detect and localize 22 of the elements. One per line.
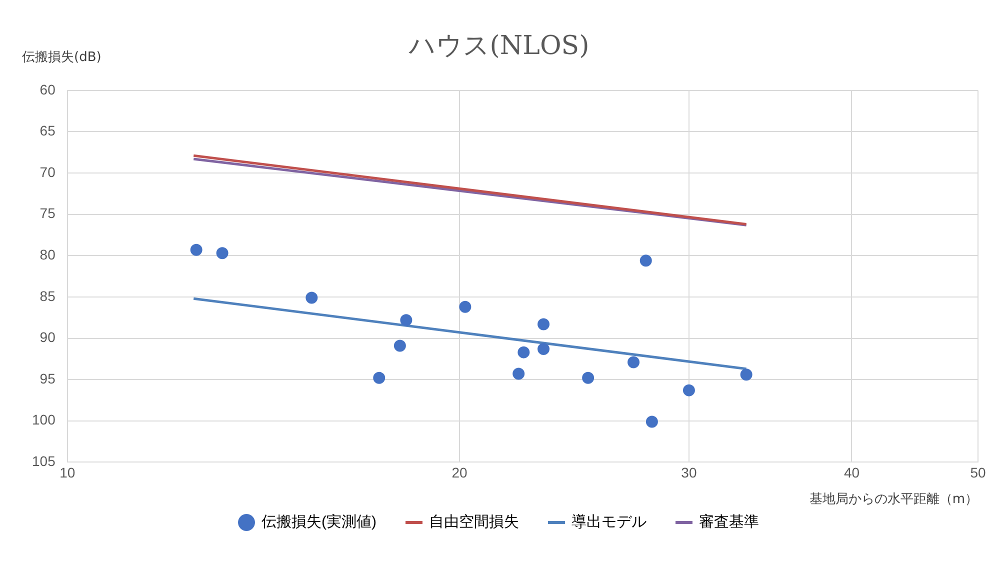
x-axis-title: 基地局からの水平距離（m） bbox=[809, 491, 978, 508]
x-tick-label: 50 bbox=[970, 464, 986, 480]
legend-label: 自由空間損失 bbox=[428, 514, 519, 531]
x-tick-label: 40 bbox=[844, 464, 860, 480]
x-tick-label: 10 bbox=[60, 464, 76, 480]
y-tick-label: 70 bbox=[40, 164, 56, 180]
legend-label: 伝搬損失(実測値) bbox=[262, 514, 377, 531]
y-axis-title: 伝搬損失(dB) bbox=[22, 49, 102, 66]
y-tick-label: 85 bbox=[40, 288, 56, 304]
y-tick-label: 105 bbox=[32, 453, 56, 470]
y-tick-label: 80 bbox=[40, 246, 56, 263]
legend-label: 導出モデル bbox=[571, 514, 646, 531]
x-tick-label: 20 bbox=[452, 464, 468, 480]
y-tick-label: 100 bbox=[32, 412, 56, 428]
y-tick-label: 75 bbox=[40, 205, 56, 222]
chart-title: ハウス(NLOS) bbox=[408, 31, 590, 61]
y-tick-label: 90 bbox=[40, 329, 56, 346]
y-tick-label: 60 bbox=[40, 81, 56, 98]
x-tick-label: 30 bbox=[681, 464, 697, 480]
y-tick-label: 95 bbox=[40, 370, 56, 386]
y-tick-label: 65 bbox=[40, 122, 56, 139]
legend-label: 審査基準 bbox=[698, 514, 759, 531]
